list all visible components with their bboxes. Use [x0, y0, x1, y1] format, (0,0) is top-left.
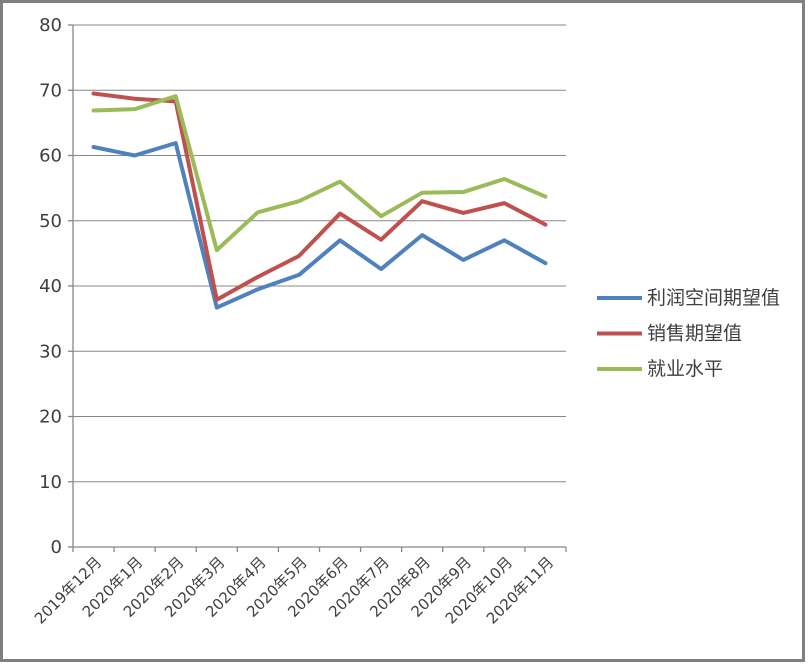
y-axis-label: 40	[39, 276, 62, 297]
y-axis-labels: 0 10 20 30 40 50 60 70 80	[39, 15, 62, 558]
y-axis-label: 0	[51, 537, 62, 558]
x-axis-labels: 2019年12月2020年1月2020年2月2020年3月2020年4月2020…	[31, 553, 557, 627]
gridlines	[73, 24, 566, 483]
axes	[68, 24, 567, 552]
legend-item: 利润空间期望值	[597, 287, 780, 309]
legend-item: 就业水平	[597, 358, 723, 380]
series	[91, 91, 548, 310]
legend-label: 销售期望值	[647, 323, 742, 345]
y-axis-label: 20	[39, 407, 62, 428]
legend-label: 就业水平	[647, 358, 723, 380]
y-axis-label: 10	[39, 472, 62, 493]
series-line-1	[91, 91, 548, 302]
legend-item: 销售期望值	[597, 323, 742, 345]
y-axis-label: 50	[39, 211, 62, 232]
series-line-0	[91, 141, 548, 310]
y-axis-label: 70	[39, 80, 62, 101]
y-axis-label: 60	[39, 146, 62, 167]
y-axis-label: 30	[39, 341, 62, 362]
series-line-2	[91, 94, 548, 253]
legend-label: 利润空间期望值	[647, 287, 780, 309]
y-axis-label: 80	[39, 15, 62, 36]
